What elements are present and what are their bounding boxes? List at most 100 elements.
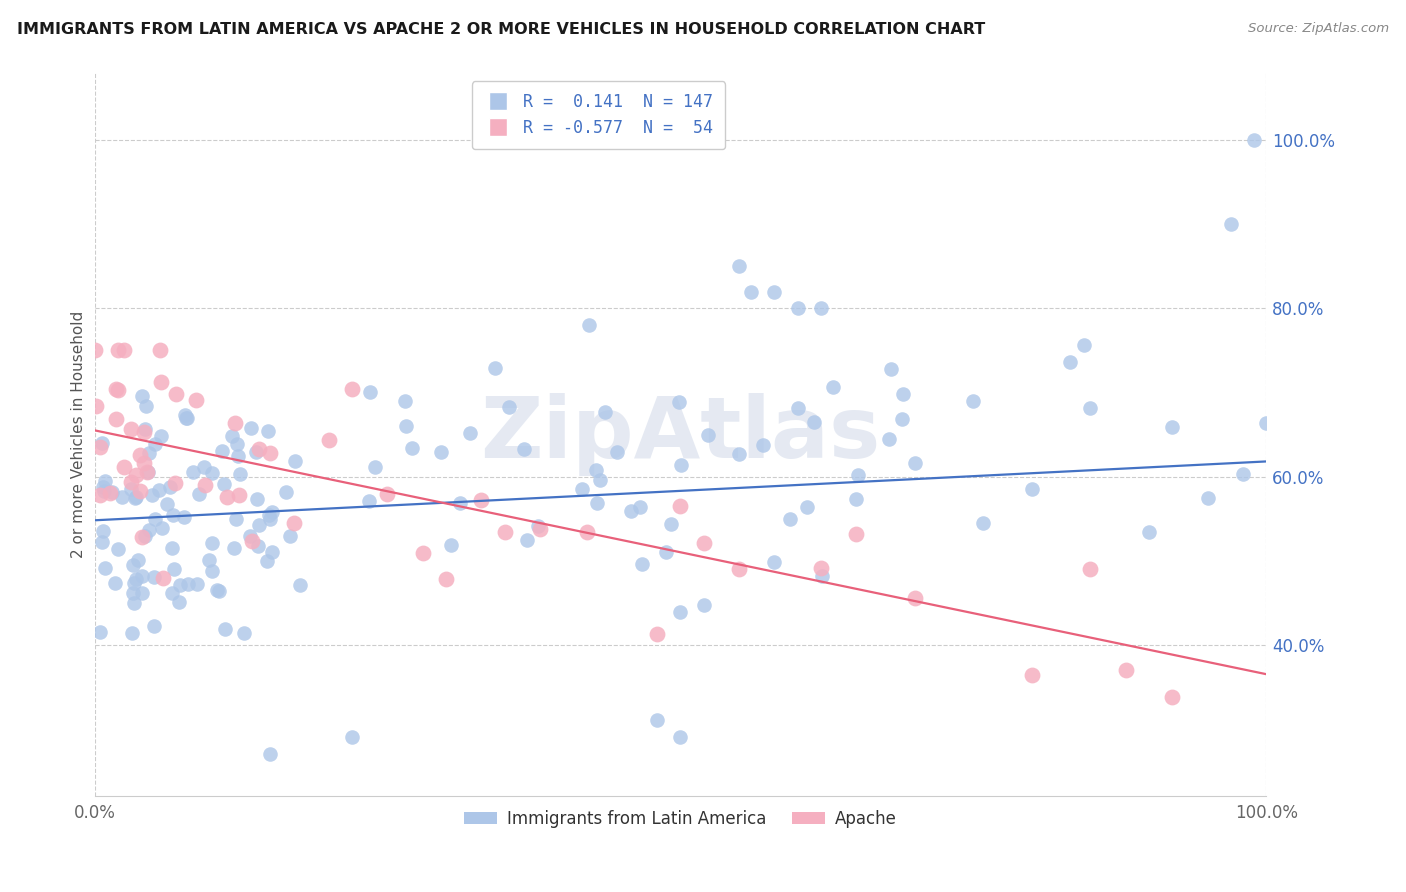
Point: [160, 541, 183, 555]
Point: [128, 448, 150, 462]
Point: [262, 505, 284, 519]
Point: [104, 576, 127, 591]
Point: [152, 571, 174, 585]
Point: [450, 496, 472, 510]
Point: [786, 301, 808, 316]
Point: [669, 730, 692, 744]
Point: [810, 561, 832, 575]
Point: [240, 534, 263, 549]
Point: [274, 485, 297, 500]
Point: [972, 516, 994, 530]
Point: [498, 401, 520, 415]
Point: [142, 570, 165, 584]
Point: [124, 468, 146, 483]
Point: [222, 541, 245, 556]
Point: [215, 490, 238, 504]
Point: [214, 622, 236, 636]
Point: [290, 578, 312, 592]
Point: [94, 561, 117, 575]
Point: [186, 577, 208, 591]
Point: [134, 422, 156, 436]
Point: [1161, 420, 1184, 434]
Point: [176, 411, 198, 425]
Point: [845, 527, 868, 541]
Point: [193, 460, 215, 475]
Point: [669, 500, 692, 514]
Point: [211, 444, 233, 458]
Point: [131, 586, 153, 600]
Point: [176, 577, 198, 591]
Point: [131, 389, 153, 403]
Point: [162, 586, 184, 600]
Point: [107, 343, 129, 358]
Legend: Immigrants from Latin America, Apache: Immigrants from Latin America, Apache: [457, 804, 904, 835]
Point: [122, 586, 145, 600]
Point: [194, 478, 217, 492]
Point: [401, 441, 423, 455]
Point: [1073, 338, 1095, 352]
Point: [122, 576, 145, 591]
Point: [342, 730, 364, 744]
Point: [439, 538, 461, 552]
Point: [122, 596, 145, 610]
Point: [184, 393, 207, 408]
Point: [201, 564, 224, 578]
Point: [94, 474, 117, 488]
Point: [571, 483, 593, 497]
Point: [877, 432, 900, 446]
Point: [163, 562, 186, 576]
Point: [148, 483, 170, 497]
Point: [763, 555, 786, 569]
Point: [127, 553, 149, 567]
Point: [131, 530, 153, 544]
Point: [395, 418, 418, 433]
Point: [122, 558, 145, 572]
Point: [105, 382, 128, 396]
Point: [845, 492, 868, 507]
Point: [1256, 416, 1278, 430]
Point: [84, 343, 107, 358]
Point: [198, 553, 221, 567]
Point: [810, 301, 832, 316]
Point: [342, 382, 364, 396]
Point: [143, 437, 166, 451]
Point: [620, 504, 643, 518]
Point: [129, 484, 152, 499]
Point: [1243, 133, 1265, 147]
Point: [1021, 668, 1043, 682]
Point: [173, 509, 195, 524]
Point: [149, 376, 172, 390]
Point: [257, 425, 280, 439]
Point: [259, 512, 281, 526]
Point: [1080, 562, 1102, 576]
Point: [100, 484, 122, 499]
Point: [91, 524, 114, 538]
Point: [513, 442, 536, 456]
Point: [124, 491, 146, 505]
Point: [245, 445, 267, 459]
Point: [226, 449, 249, 463]
Point: [239, 420, 262, 434]
Point: [527, 518, 550, 533]
Point: [740, 285, 762, 299]
Point: [212, 477, 235, 491]
Point: [131, 569, 153, 583]
Point: [225, 437, 247, 451]
Point: [167, 595, 190, 609]
Point: [654, 545, 676, 559]
Text: IMMIGRANTS FROM LATIN AMERICA VS APACHE 2 OR MORE VEHICLES IN HOUSEHOLD CORRELAT: IMMIGRANTS FROM LATIN AMERICA VS APACHE …: [17, 22, 986, 37]
Point: [89, 624, 111, 639]
Point: [484, 360, 506, 375]
Point: [201, 466, 224, 480]
Point: [232, 626, 254, 640]
Point: [458, 425, 481, 440]
Point: [156, 497, 179, 511]
Point: [470, 492, 492, 507]
Point: [962, 394, 984, 409]
Point: [135, 465, 157, 479]
Point: [121, 626, 143, 640]
Point: [1059, 355, 1081, 369]
Y-axis label: 2 or more Vehicles in Household: 2 or more Vehicles in Household: [72, 311, 86, 558]
Point: [693, 598, 716, 612]
Point: [224, 416, 246, 430]
